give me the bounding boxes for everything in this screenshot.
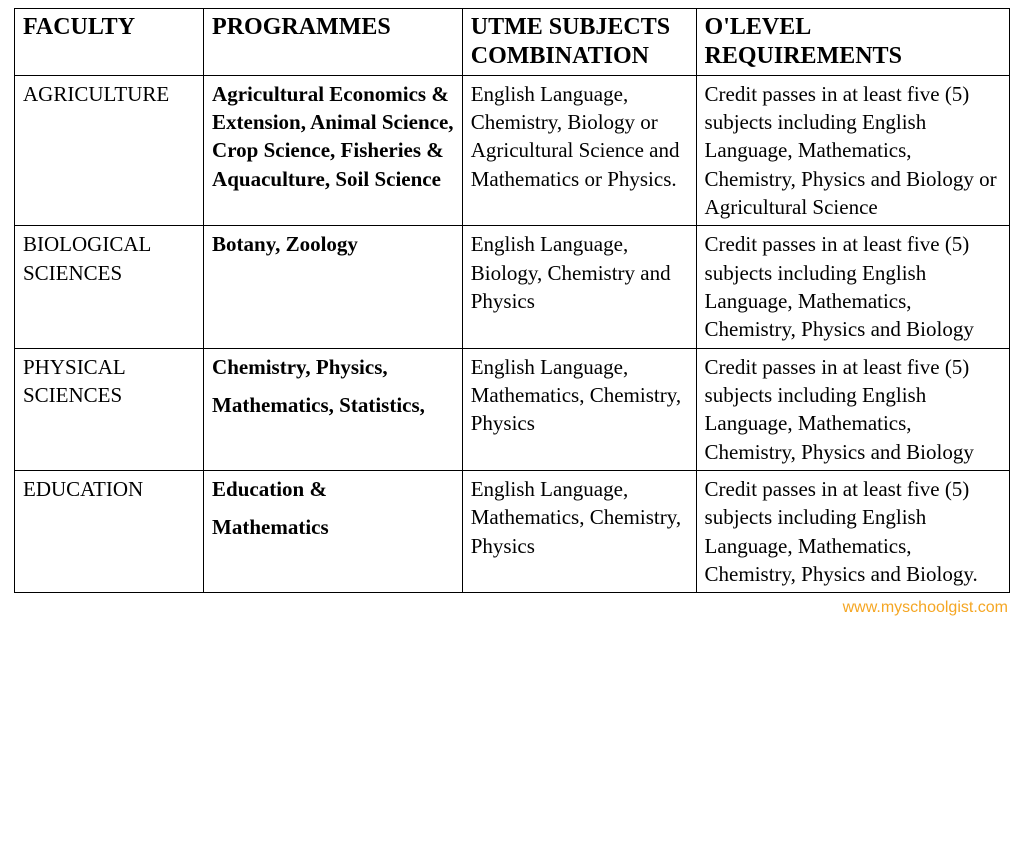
cell-programmes: Chemistry, Physics, Mathematics, Statist… [204, 348, 463, 470]
cell-olevel: Credit passes in at least five (5) subje… [696, 348, 1009, 470]
cell-faculty: BIOLOGICAL SCIENCES [15, 226, 204, 348]
cell-programmes-line1: Chemistry, Physics, [212, 353, 454, 381]
header-utme: UTME SUBJECTS COMBINATION [462, 9, 696, 76]
cell-programmes-line1: Education & [212, 475, 454, 503]
table-row: PHYSICAL SCIENCES Chemistry, Physics, Ma… [15, 348, 1010, 470]
requirements-table: FACULTY PROGRAMMES UTME SUBJECTS COMBINA… [14, 8, 1010, 593]
cell-programmes-line2: Mathematics, Statistics, [212, 391, 454, 419]
table-row: BIOLOGICAL SCIENCES Botany, Zoology Engl… [15, 226, 1010, 348]
table-row: EDUCATION Education & Mathematics Englis… [15, 471, 1010, 593]
cell-utme: English Language, Mathematics, Chemistry… [462, 348, 696, 470]
cell-olevel: Credit passes in at least five (5) subje… [696, 471, 1009, 593]
table-body: AGRICULTURE Agricultural Economics & Ext… [15, 75, 1010, 593]
header-olevel: O'LEVEL REQUIREMENTS [696, 9, 1009, 76]
cell-olevel: Credit passes in at least five (5) subje… [696, 226, 1009, 348]
watermark: www.myschoolgist.com [14, 599, 1010, 617]
cell-utme: English Language, Mathematics, Chemistry… [462, 471, 696, 593]
table-row: AGRICULTURE Agricultural Economics & Ext… [15, 75, 1010, 226]
header-faculty: FACULTY [15, 9, 204, 76]
cell-faculty: PHYSICAL SCIENCES [15, 348, 204, 470]
cell-olevel: Credit passes in at least five (5) subje… [696, 75, 1009, 226]
cell-programmes: Agricultural Economics & Extension, Anim… [204, 75, 463, 226]
cell-faculty: EDUCATION [15, 471, 204, 593]
cell-faculty: AGRICULTURE [15, 75, 204, 226]
cell-utme: English Language, Biology, Chemistry and… [462, 226, 696, 348]
cell-programmes: Botany, Zoology [204, 226, 463, 348]
header-programmes: PROGRAMMES [204, 9, 463, 76]
table-header-row: FACULTY PROGRAMMES UTME SUBJECTS COMBINA… [15, 9, 1010, 76]
cell-programmes-line2: Mathematics [212, 513, 454, 541]
cell-programmes: Education & Mathematics [204, 471, 463, 593]
cell-utme: English Language, Chemistry, Biology or … [462, 75, 696, 226]
